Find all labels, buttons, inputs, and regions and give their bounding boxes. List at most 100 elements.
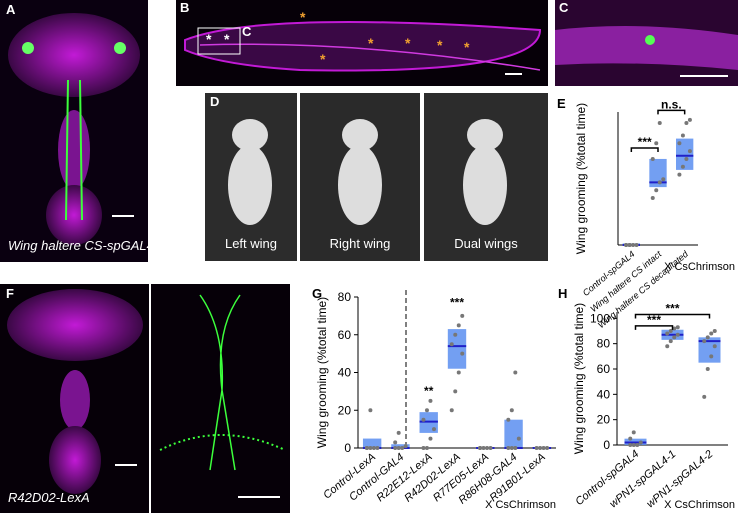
annotation: ***: [450, 295, 464, 309]
data-point: [631, 243, 636, 247]
data-point: [709, 331, 714, 336]
image-caption: Wing haltere CS-spGAL4: [8, 238, 154, 253]
data-point: [403, 444, 408, 449]
data-point: [628, 436, 633, 441]
asterisk: *: [405, 35, 411, 51]
data-point: [675, 332, 680, 337]
data-point: [654, 188, 659, 193]
data-point: [481, 446, 486, 450]
data-point: [661, 177, 666, 182]
data-point: [449, 342, 454, 347]
panel-c-image: [555, 0, 738, 86]
asterisk: *: [300, 9, 306, 25]
data-point: [424, 446, 429, 450]
data-point: [513, 446, 518, 450]
data-point: [371, 446, 376, 450]
panel-a-image: [0, 0, 148, 262]
box: [504, 419, 523, 448]
asterisk: *: [437, 37, 443, 53]
data-point: [702, 394, 707, 399]
data-point: [375, 446, 380, 450]
data-point: [421, 417, 426, 422]
data-point: [635, 443, 640, 447]
data-point: [638, 440, 643, 445]
image-caption: Dual wings: [454, 236, 518, 251]
data-point: [665, 344, 670, 349]
x-tick-label: Control-spGAL4: [573, 448, 641, 508]
footnote: X CsChrimson: [664, 499, 735, 511]
y-tick-label: 20: [338, 403, 352, 417]
data-point: [705, 335, 710, 340]
bracket: [634, 325, 674, 330]
data-point: [668, 339, 673, 344]
data-point: [393, 446, 398, 450]
data-point: [460, 351, 465, 356]
data-point: [538, 446, 543, 450]
panel-d-image: [205, 93, 548, 261]
data-point: [488, 446, 493, 450]
box: [698, 337, 721, 363]
data-point: [453, 389, 458, 394]
data-point: [680, 164, 685, 169]
data-point: [449, 408, 454, 413]
data-point: [687, 149, 692, 154]
data-point: [368, 408, 373, 413]
data-point: [687, 117, 692, 122]
data-point: [396, 446, 401, 450]
panel-label: E: [557, 96, 566, 111]
data-point: [654, 141, 659, 146]
data-point: [506, 446, 511, 450]
data-point: [650, 156, 655, 161]
annotation: ***: [647, 313, 661, 327]
data-point: [680, 133, 685, 138]
data-point: [672, 335, 677, 340]
data-point: [631, 430, 636, 435]
data-point: [668, 329, 673, 333]
data-point: [545, 446, 550, 450]
bracket: [657, 109, 686, 115]
panel-label: G: [312, 286, 322, 301]
data-point: [513, 370, 518, 375]
data-point: [628, 443, 633, 447]
data-point: [396, 430, 401, 435]
data-point: [665, 331, 670, 336]
data-point: [460, 313, 465, 318]
data-point: [541, 446, 546, 450]
y-tick-label: 60: [338, 328, 352, 342]
y-axis-label: Wing grooming (%total time): [572, 303, 586, 454]
data-point: [675, 325, 680, 330]
y-axis-label: Wing grooming (%total time): [574, 103, 588, 254]
data-point: [393, 440, 398, 445]
data-point: [428, 398, 433, 403]
annotation: n.s.: [661, 97, 682, 111]
asterisk: *: [206, 31, 212, 47]
data-point: [456, 323, 461, 328]
panel-label: F: [6, 286, 14, 301]
data-point: [534, 446, 539, 450]
data-point: [634, 243, 639, 247]
y-tick-label: 60: [597, 362, 611, 376]
annotation: **: [424, 384, 434, 398]
panel-label: C: [559, 0, 569, 15]
data-point: [712, 329, 717, 333]
asterisk: *: [368, 35, 374, 51]
data-point: [516, 436, 521, 441]
data-point: [631, 443, 636, 447]
data-point: [709, 354, 714, 359]
footnote: X CsChrimson: [485, 499, 556, 511]
panel-f-image: [0, 284, 290, 513]
data-point: [456, 370, 461, 375]
bracket: [634, 313, 711, 319]
y-tick-label: 0: [344, 441, 351, 455]
y-tick-label: 40: [338, 366, 352, 380]
data-point: [421, 446, 426, 450]
asterisk: *: [224, 31, 230, 47]
data-point: [400, 446, 405, 450]
y-tick-label: 40: [597, 387, 611, 401]
data-point: [453, 332, 458, 337]
data-point: [677, 172, 682, 177]
box: [362, 438, 382, 448]
data-point: [509, 408, 514, 413]
footnote: X CsChrimson: [664, 261, 735, 273]
